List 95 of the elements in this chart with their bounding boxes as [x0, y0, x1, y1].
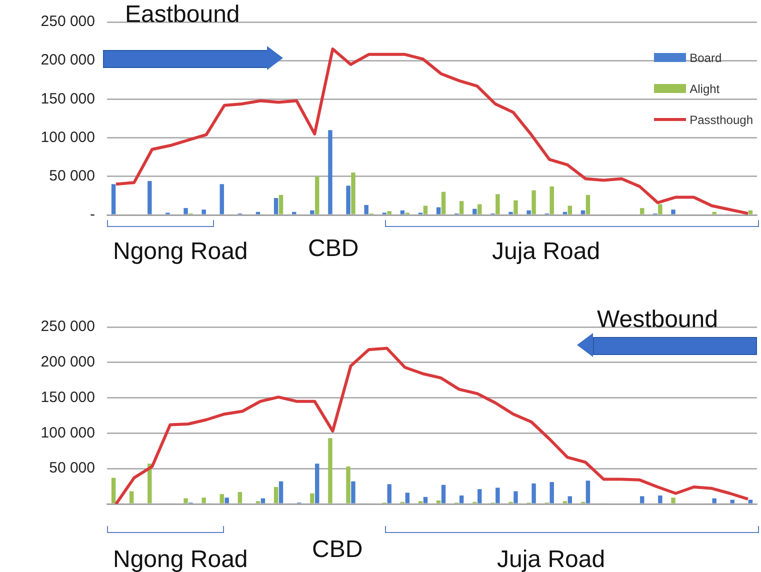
bar — [220, 494, 224, 504]
bar — [436, 207, 441, 214]
bar — [550, 482, 554, 504]
bar — [278, 481, 284, 504]
bar — [441, 192, 446, 214]
bar — [568, 206, 572, 214]
y-tick-label: 50 000 — [49, 460, 95, 477]
bar — [238, 492, 242, 504]
bar — [405, 492, 410, 504]
y-tick-label: 150 000 — [40, 388, 95, 406]
bar — [441, 484, 446, 504]
bar — [478, 489, 482, 504]
bar — [712, 212, 716, 214]
bar — [550, 186, 554, 214]
bar — [220, 184, 224, 214]
legend-label: Board — [690, 50, 722, 64]
legend-label: Alight — [690, 82, 720, 96]
bar — [111, 184, 116, 214]
bar — [148, 464, 152, 504]
bar — [658, 496, 662, 504]
bar — [671, 210, 676, 214]
bar — [514, 491, 518, 504]
bar — [586, 480, 590, 504]
bar — [459, 496, 464, 504]
bar — [586, 194, 590, 214]
bar — [580, 210, 586, 214]
bar — [496, 194, 500, 214]
y-tick-label: 250 000 — [40, 318, 95, 336]
bar — [532, 190, 536, 214]
text: CBD — [312, 536, 363, 563]
text: Ngong Road — [113, 238, 248, 265]
y-tick-label: 50 000 — [49, 168, 95, 185]
bar — [274, 198, 278, 214]
legend-label: Passthough — [690, 112, 753, 126]
y-tick-label: 250 000 — [40, 13, 95, 30]
bar — [184, 498, 188, 504]
bar — [423, 206, 428, 214]
text: CBD — [308, 235, 359, 262]
bar — [562, 212, 568, 214]
bar — [310, 210, 314, 214]
y-tick-label: 100 000 — [40, 128, 95, 146]
bar — [351, 172, 356, 214]
bar — [224, 498, 229, 504]
bar — [351, 481, 356, 504]
bar — [730, 500, 735, 504]
bar — [436, 500, 441, 504]
text: Ngong Road — [113, 546, 248, 572]
y-tick-label: 150 000 — [40, 90, 95, 108]
bar — [364, 204, 368, 214]
bar — [315, 176, 320, 214]
y-tick-label: - — [90, 206, 95, 224]
bar — [712, 498, 716, 504]
bar — [256, 212, 260, 214]
annotation: Westbound — [597, 306, 718, 333]
bar — [526, 210, 531, 214]
bar — [658, 204, 662, 214]
bar — [202, 498, 206, 504]
y-tick-label: 100 000 — [40, 424, 95, 442]
bar — [202, 210, 206, 214]
bar — [346, 186, 350, 214]
bar — [640, 208, 644, 214]
bar — [111, 478, 116, 504]
bar — [346, 466, 350, 504]
y-tick-label: 200 000 — [40, 52, 95, 69]
bar — [260, 498, 266, 504]
bar — [315, 464, 320, 504]
bar — [310, 493, 314, 504]
text: Juja Road — [497, 546, 606, 572]
bar — [387, 484, 392, 504]
bar — [278, 194, 284, 214]
bar — [274, 487, 278, 504]
bar — [514, 200, 518, 214]
y-tick-label: 200 000 — [40, 354, 95, 371]
bar — [459, 201, 464, 214]
bar — [748, 500, 753, 504]
bar — [387, 211, 392, 214]
bar — [423, 496, 428, 504]
bar — [328, 130, 332, 214]
bar — [400, 210, 405, 214]
bar — [129, 491, 134, 504]
bar — [472, 208, 477, 214]
bar — [292, 212, 296, 214]
bar — [671, 498, 676, 504]
bar — [328, 438, 332, 504]
bar — [184, 208, 188, 214]
annotation: Eastbound — [125, 1, 240, 28]
bar — [508, 212, 513, 214]
text: Juja Road — [492, 238, 600, 265]
bar — [748, 210, 753, 214]
bar — [478, 204, 482, 214]
bar — [148, 181, 152, 214]
bar — [532, 483, 536, 504]
bar — [640, 496, 644, 504]
bar — [568, 496, 572, 504]
bar — [496, 488, 500, 504]
